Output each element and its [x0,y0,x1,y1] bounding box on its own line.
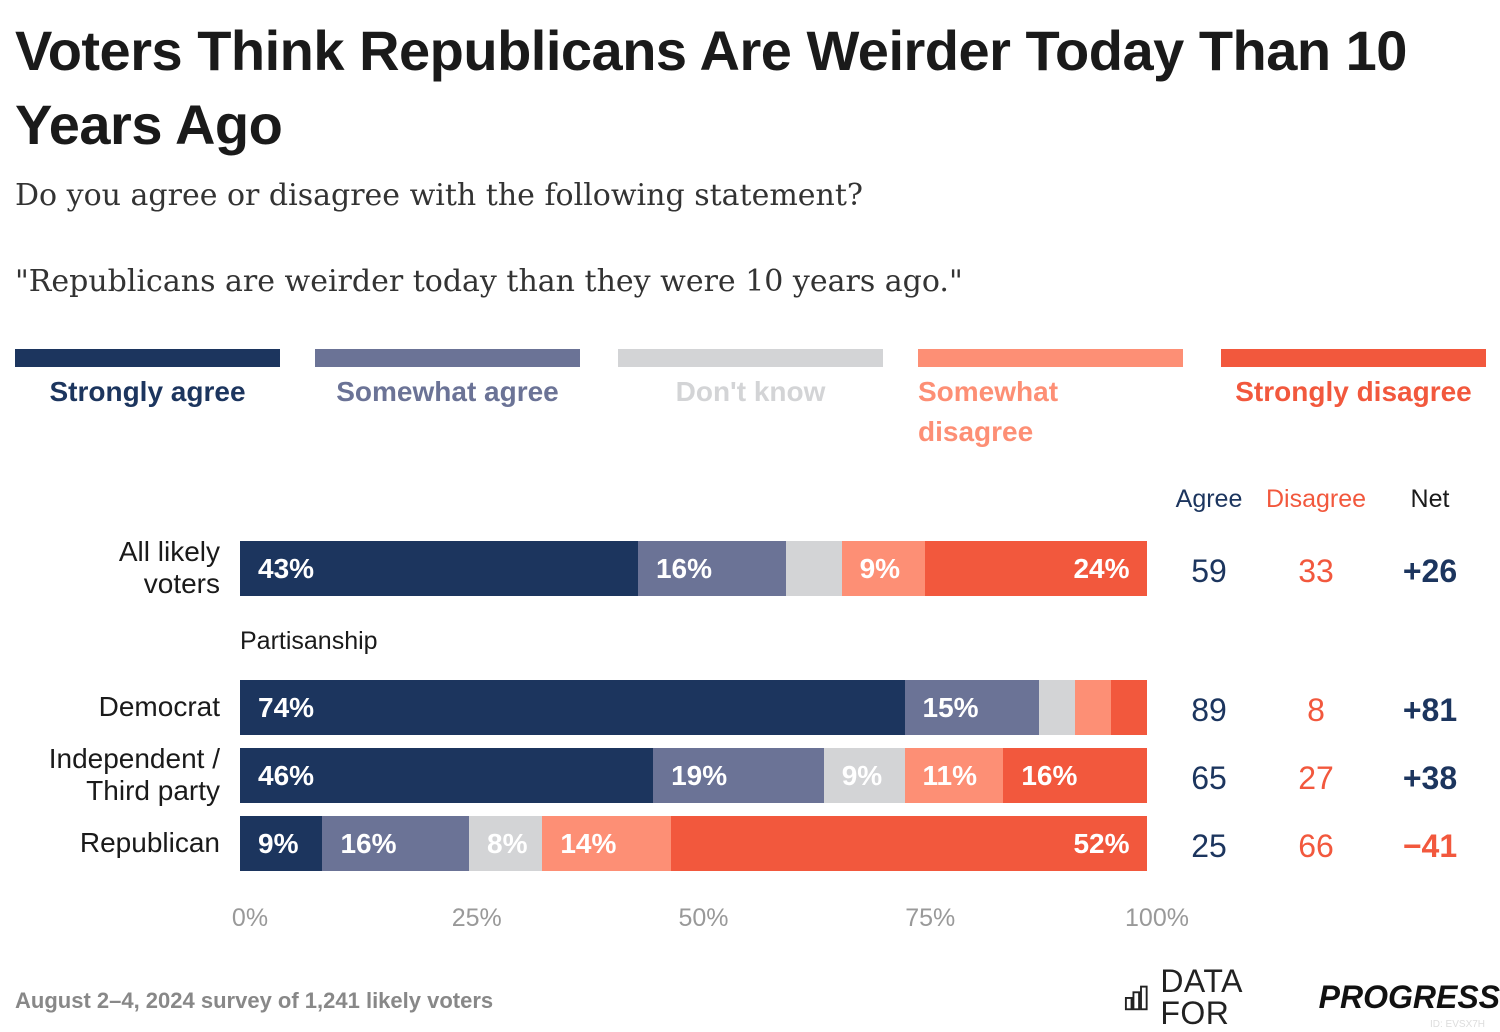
bar-segment-don-t-know [786,541,843,596]
stat-agree: 65 [1191,760,1227,796]
stat-agree: 89 [1191,692,1227,728]
bar-segment-somewhat-agree: 15% [904,680,1040,735]
stat-disagree: 8 [1307,692,1325,728]
bar-segment-somewhat-disagree: 11% [904,748,1004,803]
legend-label: Strongly disagree [1235,376,1472,407]
bar-segment-somewhat-disagree: 14% [542,816,672,871]
stat-net: +26 [1402,553,1458,589]
chart-id: ID: EVSX7H [1430,1019,1486,1030]
bar-segment-don-t-know: 8% [469,816,543,871]
x-tick-label: 25% [451,904,502,932]
data-label: 24% [1073,553,1130,584]
data-label: 9% [841,760,883,791]
x-tick-label: 100% [1125,904,1189,932]
bar-segment-strongly-agree: 74% [240,680,906,735]
data-label: 52% [1073,828,1130,859]
legend-swatch [618,349,883,367]
stat-net: +81 [1402,692,1458,728]
legend-label: Somewhat agree [336,376,559,407]
logo-text-bold: PROGRESS [1318,979,1500,1015]
legend-label: Don't know [675,376,826,407]
bar-segment-strongly-agree: 46% [240,748,654,803]
data-label: 43% [258,553,315,584]
column-header: Net [1410,485,1450,513]
bar-segment-somewhat-agree: 19% [653,748,825,803]
bar-segment-don-t-know [1039,680,1076,735]
bar-segment-strongly-agree: 9% [240,816,323,871]
data-label: 9% [258,828,299,859]
bar-chart-icon [1124,985,1148,1011]
legend-swatch [15,349,280,367]
row-label: Republican [79,827,220,858]
stat-net: −41 [1402,828,1458,864]
bar-segment-strongly-disagree: 52% [670,816,1148,871]
data-label: 15% [922,692,979,723]
legend-swatch [918,349,1183,367]
bar-segment-somewhat-agree: 16% [322,816,470,871]
data-label: 19% [671,760,728,791]
legend-swatch [315,349,580,367]
stat-disagree: 66 [1298,828,1334,864]
stat-disagree: 33 [1298,553,1334,589]
x-tick-label: 0% [231,904,269,932]
row-label: Democrat [98,691,220,722]
chart-title: Voters Think Republicans Are Weirder Tod… [15,19,1407,156]
x-tick-label: 50% [678,904,729,932]
legend-label: Strongly agree [49,376,246,407]
data-label: 16% [1021,760,1078,791]
data-label: 46% [258,760,315,791]
data-label: 11% [922,760,978,791]
stat-agree: 59 [1191,553,1227,589]
chart-subtitle: Do you agree or disagree with the follow… [15,178,864,213]
row-label: All likely voters [118,536,220,599]
data-label: 8% [487,828,528,859]
bar-segment-strongly-agree: 43% [240,541,639,596]
column-header: Agree [1175,485,1243,513]
survey-statement: "Republicans are weirder today than they… [15,264,963,299]
legend-swatch [1221,349,1486,367]
bar-segment-somewhat-agree: 16% [637,541,787,596]
group-label: Partisanship [240,627,378,655]
data-label: 16% [655,553,713,584]
x-tick-label: 75% [905,904,956,932]
bar-segment-somewhat-disagree [1075,680,1112,735]
stat-agree: 25 [1191,828,1227,864]
row-label: Independent / Third party [48,743,220,806]
stat-disagree: 27 [1298,760,1334,796]
stat-net: +38 [1402,760,1458,796]
column-header: Disagree [1265,485,1367,513]
bar-segment-strongly-disagree: 16% [1003,748,1148,803]
bar-segment-strongly-disagree: 24% [924,541,1148,596]
bar-segment-don-t-know: 9% [823,748,906,803]
data-label: 9% [859,553,901,584]
footer-source: August 2–4, 2024 survey of 1,241 likely … [15,988,494,1013]
data-label: 14% [560,828,617,859]
data-label: 74% [258,692,315,723]
logo: DATA FOR PROGRESS [1124,965,1500,1029]
bar-segment-somewhat-disagree: 9% [841,541,926,596]
data-label: 16% [340,828,397,859]
bar-segment-strongly-disagree [1111,680,1148,735]
legend-label: Somewhat disagree [918,376,1059,447]
logo-text-light: DATA FOR [1160,963,1242,1031]
